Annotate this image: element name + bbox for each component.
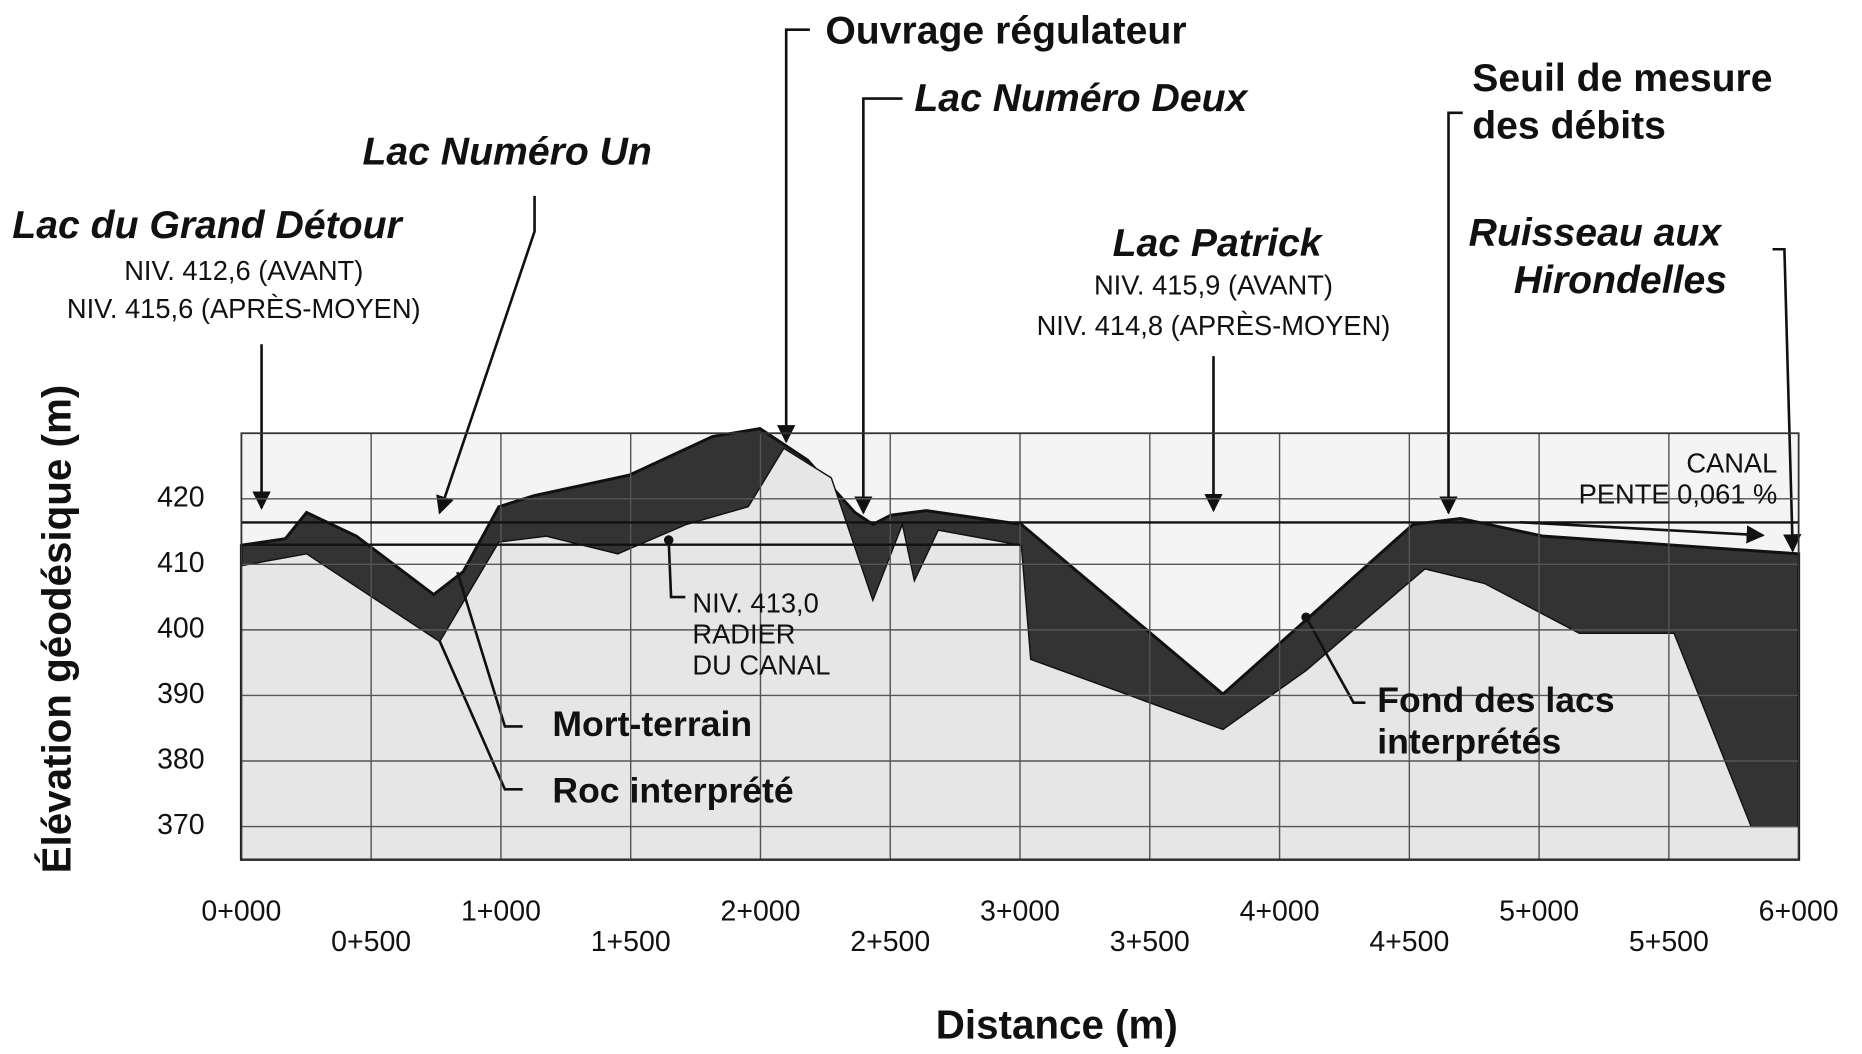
leader — [667, 540, 686, 599]
annotation: DU CANAL — [692, 649, 830, 680]
annotation: Ruisseau aux — [1469, 211, 1724, 254]
y-tick-label: 400 — [157, 612, 205, 644]
x-tick-label: 4+500 — [1369, 926, 1449, 958]
arrow — [436, 195, 536, 515]
x-tick-label: 6+000 — [1759, 895, 1839, 927]
annotation: Roc interprété — [552, 770, 793, 810]
y-axis-title: Élévation géodésique (m) — [33, 385, 79, 874]
annotation: RADIER — [692, 618, 795, 649]
annotation: Lac Numéro Deux — [914, 77, 1249, 120]
x-tick-label: 3+500 — [1110, 926, 1190, 958]
annotation: Seuil de mesure — [1472, 57, 1772, 100]
leader — [456, 571, 523, 728]
y-tick-label: 390 — [157, 678, 205, 710]
annotation: NIV. 414,8 (APRÈS-MOYEN) — [1037, 310, 1391, 341]
arrow — [777, 28, 810, 444]
x-tick-label: 2+500 — [850, 926, 930, 958]
annotation: Fond des lacs — [1377, 680, 1614, 720]
x-tick-label: 1+000 — [461, 895, 541, 927]
x-tick-label: 5+500 — [1629, 926, 1709, 958]
annotation: Mort-terrain — [552, 704, 752, 744]
x-tick-label: 1+500 — [591, 926, 671, 958]
y-tick-label: 380 — [157, 744, 205, 776]
annotation: Lac du Grand Détour — [12, 204, 404, 247]
y-tick-label: 410 — [157, 547, 205, 579]
annotation: NIV. 412,6 (AVANT) — [124, 255, 363, 286]
arrow — [1439, 111, 1463, 515]
x-tick-label: 4+000 — [1240, 895, 1320, 927]
x-tick-label: 0+000 — [201, 895, 281, 927]
plot-frame — [240, 432, 1800, 861]
annotation: PENTE 0,061 % — [1579, 478, 1778, 509]
x-tick-label: 5+000 — [1499, 895, 1579, 927]
x-tick-label: 3+000 — [980, 895, 1060, 927]
annotation: interprétés — [1377, 722, 1561, 762]
y-tick-label: 420 — [157, 481, 205, 513]
x-tick-label: 2+000 — [720, 895, 800, 927]
leader-dot — [1301, 612, 1311, 622]
annotation: Hirondelles — [1514, 259, 1727, 302]
annotation: NIV. 415,9 (AVANT) — [1094, 269, 1333, 300]
arrow — [854, 97, 903, 515]
y-tick-label: 370 — [157, 809, 205, 841]
arrow — [1772, 247, 1802, 553]
leader — [1304, 616, 1366, 704]
x-axis-title: Distance (m) — [936, 1002, 1178, 1048]
annotation: Ouvrage régulateur — [825, 10, 1186, 53]
leader-dot — [663, 535, 674, 545]
annotation: Lac Numéro Un — [362, 131, 651, 174]
annotation: CANAL — [1686, 447, 1777, 478]
annotation: NIV. 413,0 — [692, 588, 818, 619]
annotation: NIV. 415,6 (APRÈS-MOYEN) — [67, 293, 421, 324]
x-tick-label: 0+500 — [331, 926, 411, 958]
annotation: Lac Patrick — [1113, 222, 1324, 265]
leader — [438, 640, 523, 791]
arrow — [1519, 520, 1765, 544]
annotation: des débits — [1472, 105, 1666, 148]
